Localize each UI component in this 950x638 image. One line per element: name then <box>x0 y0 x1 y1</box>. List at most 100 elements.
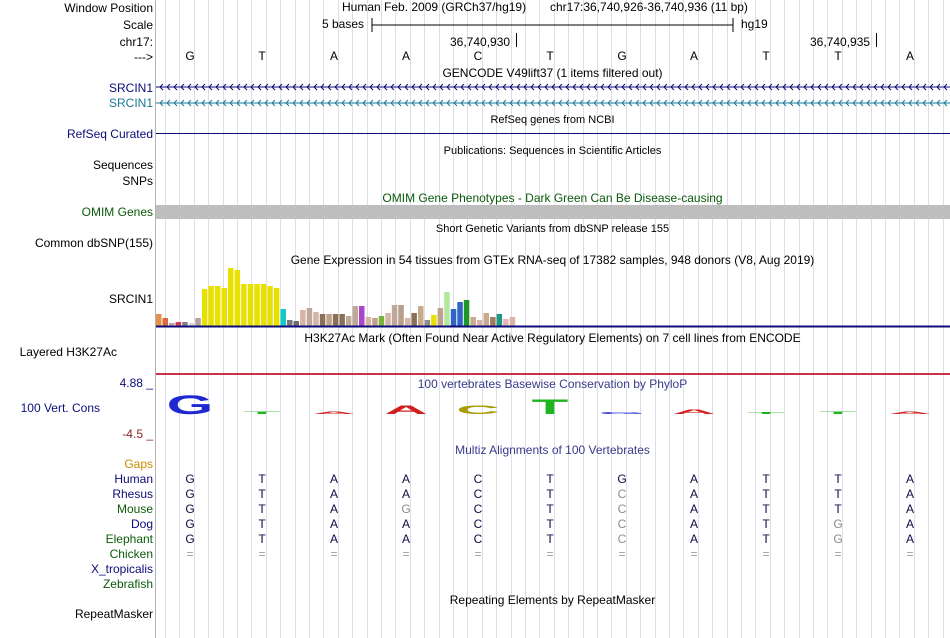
gtex-tissue-bar <box>176 322 182 326</box>
multiz-species-label[interactable]: Zebrafish <box>103 577 153 591</box>
multiz-base: G <box>178 517 202 531</box>
gtex-tissue-bar <box>254 284 259 326</box>
multiz-base: G <box>178 472 202 486</box>
multiz-base: T <box>754 502 778 516</box>
scale-db: hg19 <box>741 17 768 31</box>
omim-gene-bar[interactable] <box>156 205 950 219</box>
coord-label-1: 36,740,930 <box>450 35 510 49</box>
gtex-tissue-bar <box>464 300 470 326</box>
omim-track-title: OMIM Gene Phenotypes - Dark Green Can Be… <box>155 191 950 205</box>
multiz-base: A <box>322 517 346 531</box>
gtex-tissue-bar <box>294 321 300 326</box>
multiz-base: G <box>826 517 850 531</box>
publications-track-title: Publications: Sequences in Scientific Ar… <box>155 145 950 157</box>
gtex-tissue-bar <box>202 289 208 326</box>
coord-tick-1 <box>516 33 517 47</box>
gtex-tissue-bar <box>300 310 306 326</box>
multiz-base: = <box>394 547 418 561</box>
cons-label[interactable]: 100 Vert. Cons <box>21 401 100 415</box>
gtex-tissue-bar <box>444 292 450 326</box>
multiz-base: = <box>466 547 490 561</box>
multiz-base: = <box>754 547 778 561</box>
multiz-base: A <box>682 487 706 501</box>
multiz-species-label[interactable]: Chicken <box>110 547 153 561</box>
gtex-tissue-bar <box>451 309 457 326</box>
gtex-bar-chart[interactable] <box>156 266 950 328</box>
dbsnp-label[interactable]: Common dbSNP(155) <box>35 236 153 250</box>
cons-logo-letter: T <box>244 411 281 415</box>
multiz-species-label[interactable]: Dog <box>131 517 153 531</box>
multiz-base: T <box>250 517 274 531</box>
h3k27ac-signal-line[interactable] <box>156 373 950 375</box>
gtex-tissue-bar <box>222 288 228 326</box>
gtex-tissue-bar <box>490 317 496 326</box>
multiz-base: T <box>754 472 778 486</box>
multiz-species-label[interactable]: Mouse <box>117 502 153 516</box>
refseq-gene-line[interactable] <box>156 133 950 134</box>
gtex-tissue-bar <box>346 316 352 326</box>
multiz-base: A <box>394 532 418 546</box>
gtex-tissue-bar <box>274 288 280 326</box>
gtex-tissue-bar <box>339 314 345 326</box>
gtex-tissue-bar <box>156 314 162 326</box>
gtex-tissue-bar <box>287 320 293 326</box>
cons-logo-letter: T <box>532 395 569 419</box>
repeatmasker-label[interactable]: RepeatMasker <box>75 607 153 621</box>
gtex-tissue-bar <box>353 306 359 326</box>
ruler-base: T <box>250 49 274 63</box>
multiz-base: T <box>754 517 778 531</box>
multiz-base: A <box>898 472 922 486</box>
gtex-tissue-bar <box>313 312 319 326</box>
gtex-tissue-bar <box>241 284 247 326</box>
multiz-base: C <box>466 487 490 501</box>
repeatmasker-track-title: Repeating Elements by RepeatMasker <box>155 593 950 607</box>
refseq-label[interactable]: RefSeq Curated <box>67 127 153 141</box>
h3k27ac-label[interactable]: Layered H3K27Ac <box>20 345 117 359</box>
multiz-base: = <box>538 547 562 561</box>
omim-genes-label[interactable]: OMIM Genes <box>82 205 153 219</box>
cons-logo-letter: T <box>748 411 785 414</box>
gencode-gene-models[interactable] <box>156 81 950 111</box>
multiz-base: = <box>682 547 706 561</box>
multiz-base: T <box>754 487 778 501</box>
gtex-tissue-bar <box>228 268 234 326</box>
gtex-tissue-bar <box>281 309 287 326</box>
genome-browser-image[interactable]: Window Position Scale chr17: ---> SRCIN1… <box>0 0 950 638</box>
ruler-base: T <box>826 49 850 63</box>
multiz-base: T <box>826 502 850 516</box>
gtex-tissue-bar <box>307 308 313 326</box>
gtex-tissue-bar <box>235 270 241 326</box>
multiz-base: = <box>322 547 346 561</box>
multiz-species-label[interactable]: Elephant <box>106 532 153 546</box>
multiz-base: = <box>250 547 274 561</box>
multiz-species-label[interactable]: Human <box>114 472 153 486</box>
gtex-tissue-bar <box>333 314 339 326</box>
multiz-base: T <box>826 472 850 486</box>
gencode-item-label-2[interactable]: SRCIN1 <box>109 96 153 110</box>
multiz-base: A <box>682 472 706 486</box>
gtex-tissue-bar <box>359 306 365 326</box>
ruler-base: G <box>610 49 634 63</box>
gtex-tissue-bar <box>425 320 431 326</box>
gencode-gene-2 <box>156 100 950 106</box>
multiz-base: G <box>178 502 202 516</box>
multiz-base: A <box>682 502 706 516</box>
gtex-gene-label[interactable]: SRCIN1 <box>109 292 153 306</box>
multiz-species-label[interactable]: Rhesus <box>112 487 153 501</box>
coord-tick-2 <box>876 33 877 47</box>
multiz-species-label[interactable]: X_tropicalis <box>91 562 153 576</box>
ruler-base: A <box>898 49 922 63</box>
gtex-tissue-bar <box>385 313 391 326</box>
snps-label[interactable]: SNPs <box>122 174 153 188</box>
cons-max-label: 4.88 _ <box>120 376 153 390</box>
gencode-item-label-1[interactable]: SRCIN1 <box>109 81 153 95</box>
chrom-label: chr17: <box>120 35 153 49</box>
multiz-base: A <box>322 472 346 486</box>
multiz-base: G <box>178 532 202 546</box>
ruler-base: A <box>394 49 418 63</box>
cons-track-title: 100 vertebrates Basewise Conservation by… <box>155 377 950 391</box>
multiz-base: G <box>826 532 850 546</box>
multiz-base: A <box>394 517 418 531</box>
publications-label[interactable]: Sequences <box>93 158 153 172</box>
